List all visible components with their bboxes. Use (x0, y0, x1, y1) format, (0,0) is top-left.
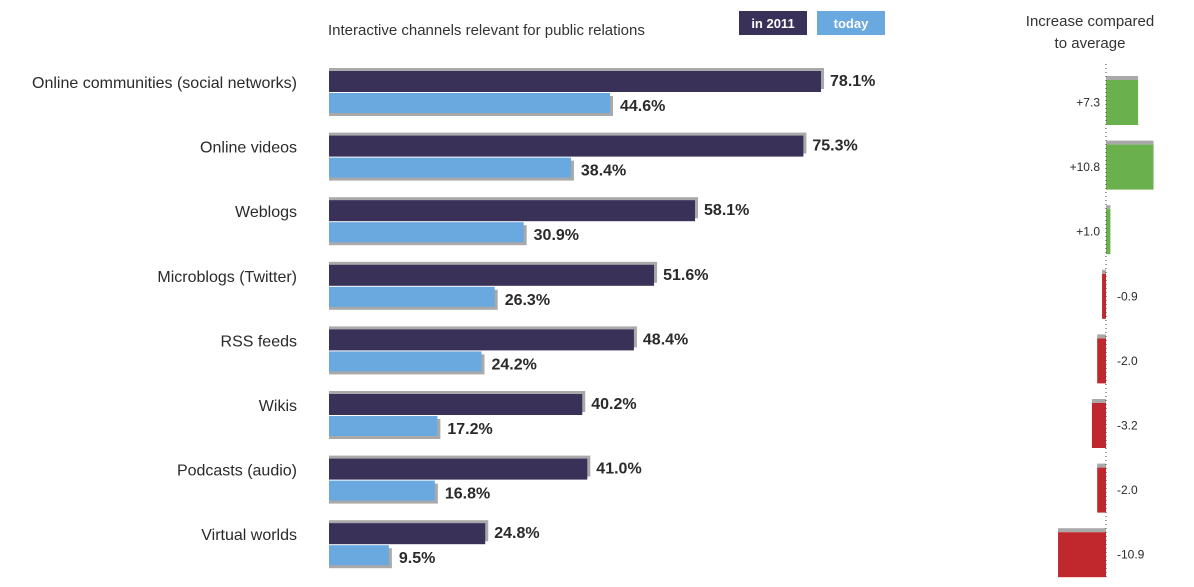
bar-2011 (329, 329, 634, 351)
diff-bar-shadow (1097, 334, 1106, 339)
bar-2011 (329, 264, 655, 286)
bar-label-today: 16.8% (445, 486, 490, 503)
bar-2011 (329, 523, 486, 545)
diff-label: -2.0 (1117, 354, 1138, 368)
legend-label-today: today (834, 16, 869, 31)
diff-label: +7.3 (1076, 96, 1100, 110)
diff-layer: +7.3 +10.8 +1.0 -0.9 -2.0 -3.2 -2.0 -10.9 (1058, 64, 1154, 578)
diff-bar (1097, 338, 1106, 384)
bar-label-2011: 24.8% (494, 525, 539, 542)
diff-bar-shadow (1106, 205, 1111, 210)
bar-today (329, 286, 495, 307)
bar-label-2011: 48.4% (643, 331, 688, 348)
bar-label-today: 17.2% (447, 421, 492, 438)
diff-label: -2.0 (1117, 483, 1138, 497)
bars-layer: Online communities (social networks) 78.1… (32, 68, 875, 569)
bar-today (329, 157, 571, 178)
diff-bar (1102, 273, 1106, 319)
diff-label: +10.8 (1070, 160, 1101, 174)
category-label: Virtual worlds (201, 527, 297, 544)
bar-2011 (329, 71, 822, 92)
bar-today (329, 480, 435, 501)
diff-bar-shadow (1097, 463, 1106, 468)
bar-today (329, 416, 438, 436)
category-label: Online videos (200, 140, 297, 157)
diff-label: +1.0 (1076, 225, 1100, 239)
diff-bar-shadow (1091, 399, 1106, 403)
bar-2011 (329, 394, 583, 415)
legend-swatch-2011 (739, 11, 807, 35)
legend-label-2011: in 2011 (751, 16, 794, 31)
bar-today (329, 93, 610, 113)
right-panel-title-line1: Increase compared (1026, 13, 1154, 30)
category-label: Podcasts (audio) (177, 463, 297, 480)
diff-bar (1106, 80, 1139, 125)
chart-subtitle: Interactive channels relevant for public… (328, 22, 645, 39)
bar-label-today: 38.4% (581, 163, 626, 180)
bar-label-2011: 78.1% (830, 73, 875, 90)
category-label: RSS feeds (221, 333, 297, 350)
diff-bar-shadow (1106, 140, 1154, 145)
bar-label-2011: 40.2% (591, 396, 636, 413)
diff-bar (1106, 144, 1154, 190)
diff-bar-shadow (1102, 269, 1106, 274)
diff-bar (1091, 403, 1106, 448)
bar-label-2011: 41.0% (596, 461, 641, 478)
bar-label-2011: 51.6% (663, 267, 708, 284)
bar-label-today: 30.9% (534, 227, 579, 244)
bar-today (329, 351, 482, 372)
bar-label-today: 9.5% (399, 550, 435, 567)
diff-bar (1106, 209, 1111, 255)
diff-label: -0.9 (1117, 289, 1138, 303)
diff-bar (1097, 467, 1106, 513)
diff-bar-shadow (1106, 76, 1139, 80)
bar-label-today: 26.3% (505, 292, 550, 309)
bar-label-2011: 75.3% (812, 138, 857, 155)
bar-2011 (329, 200, 696, 222)
category-label: Weblogs (235, 204, 297, 221)
category-label: Microblogs (Twitter) (157, 269, 297, 286)
bar-label-2011: 58.1% (704, 202, 749, 219)
bar-2011 (329, 135, 804, 157)
category-label: Online communities (social networks) (32, 75, 297, 92)
bar-2011 (329, 458, 588, 480)
right-panel-title-line2: to average (1055, 35, 1126, 52)
bar-label-today: 44.6% (620, 98, 665, 115)
bar-label-today: 24.2% (491, 356, 536, 373)
diff-bar (1058, 532, 1106, 578)
legend-swatch-today (817, 11, 885, 35)
diff-label: -10.9 (1117, 548, 1145, 562)
category-label: Wikis (259, 398, 297, 415)
bar-today (329, 545, 389, 566)
diff-label: -3.2 (1117, 419, 1138, 433)
diff-bar-shadow (1058, 528, 1106, 533)
bar-today (329, 222, 524, 243)
